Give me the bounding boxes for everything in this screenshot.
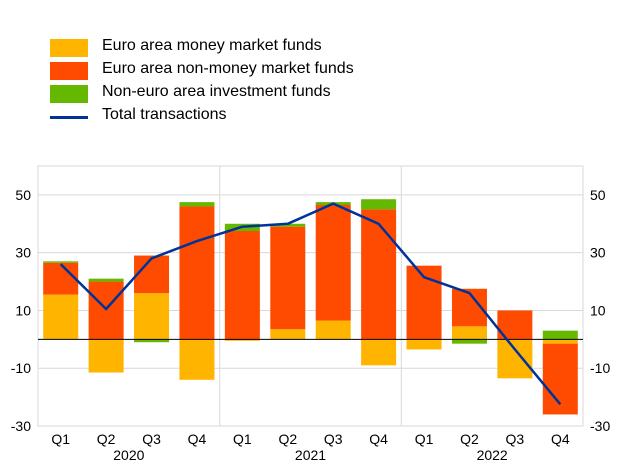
bar-segment-series-2-7 [361,199,397,210]
x-tick-label: Q3 [506,431,525,447]
bar-segment-series-1-4 [224,231,260,340]
legend-label: Euro area money market funds [102,37,322,54]
bar-segment-series-2-2 [134,339,170,343]
bar-segment-series-0-2 [134,293,170,340]
bar-segment-series-0-4 [224,339,260,341]
legend-swatch-non-money-market-funds [50,62,88,80]
bar-segment-series-1-0 [43,262,79,295]
bar-segment-series-2-0 [43,261,79,263]
bar-segment-series-2-9 [451,339,487,344]
x-year-label: 2020 [113,447,144,463]
legend-swatch-money-market-funds [50,39,88,57]
x-tick-label: Q4 [369,431,388,447]
y-tick-label-right: -30 [590,418,610,434]
legend-swatch-non-euro-investment-funds [50,85,88,103]
bar-segment-series-1-2 [134,255,170,294]
y-tick-label-left: 30 [15,245,31,261]
bar-segment-series-1-3 [179,206,215,340]
y-tick-label-left: 50 [15,187,31,203]
x-tick-label: Q3 [324,431,343,447]
y-tick-label-right: 50 [590,187,606,203]
y-tick-label-right: 10 [590,302,606,318]
y-tick-label-left: -10 [11,360,31,376]
y-tick-label-left: -30 [11,418,31,434]
bar-segment-series-0-6 [315,320,351,340]
x-tick-label: Q1 [415,431,434,447]
y-tick-label-right: -10 [590,360,610,376]
bar-segment-series-2-5 [270,223,306,227]
bar-segment-series-0-9 [451,326,487,340]
bar-segment-series-0-0 [43,294,79,340]
bar-segment-series-2-11 [542,330,578,340]
legend-line-total-transactions [50,116,88,119]
x-year-label: 2022 [477,447,508,463]
x-tick-label: Q4 [551,431,570,447]
total-transactions-line [59,202,562,406]
legend-label: Non-euro area investment funds [102,83,331,100]
plot-frame [37,165,584,427]
legend-label: Total transactions [102,106,227,123]
x-year-label: 2021 [295,447,326,463]
y-tick-label-left: 10 [15,302,31,318]
bar-segment-series-2-3 [179,202,215,207]
bar-segment-series-0-10 [497,339,533,379]
legend-label: Euro area non-money market funds [102,60,354,77]
x-tick-label: Q2 [97,431,116,447]
bar-segment-series-2-1 [88,278,124,282]
bar-segment-series-1-5 [270,226,306,330]
x-tick-label: Q3 [142,431,161,447]
bar-segment-series-0-7 [361,339,397,366]
x-tick-label: Q1 [233,431,252,447]
bar-segment-series-1-6 [315,205,351,321]
bar-segment-series-0-1 [88,339,124,373]
y-tick-label-right: 30 [590,245,606,261]
x-tick-label: Q4 [188,431,207,447]
bar-segment-series-0-3 [179,339,215,380]
bar-segment-series-0-11 [542,339,578,344]
x-tick-label: Q2 [278,431,297,447]
bar-segment-series-1-7 [361,209,397,340]
x-tick-label: Q1 [51,431,70,447]
bar-segment-series-0-5 [270,329,306,340]
x-tick-label: Q2 [460,431,479,447]
bar-segment-series-0-8 [406,339,442,350]
bar-segment-series-1-1 [88,281,124,340]
